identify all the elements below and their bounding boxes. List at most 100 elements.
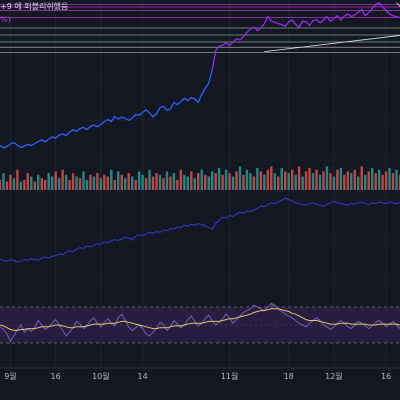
volume-bar-71 (245, 169, 249, 190)
volume-bar-79 (273, 173, 276, 191)
price-line-below (0, 69, 213, 149)
volume-bar-54 (186, 176, 190, 190)
x-tick-label-4: 11월 (221, 371, 239, 381)
volume-pane[interactable] (0, 166, 400, 191)
volume-bar-56 (193, 178, 196, 190)
volume-bar-11 (37, 174, 40, 190)
volume-bar-12 (40, 178, 43, 190)
volume-bar-2 (5, 181, 9, 190)
volume-bar-57 (197, 173, 200, 191)
volume-bar-81 (280, 168, 283, 190)
volume-bar-78 (270, 166, 273, 191)
volume-bar-49 (169, 176, 172, 190)
volume-bar-94 (325, 166, 329, 191)
rsi-line (0, 302, 400, 343)
price-line-above (211, 1, 400, 71)
volume-bar-108 (374, 173, 377, 191)
volume-bar-27 (92, 176, 96, 190)
volume-bar-26 (89, 174, 92, 190)
volume-bar-59 (204, 174, 207, 190)
volume-bar-14 (47, 173, 50, 191)
volume-bar-55 (190, 171, 193, 190)
volume-bar-28 (96, 173, 99, 191)
volume-bar-115 (398, 174, 400, 190)
volume-bar-95 (329, 173, 332, 191)
volume-bar-16 (54, 171, 57, 190)
volume-bar-77 (266, 169, 270, 190)
x-tick-label-0: 9월 (4, 371, 16, 381)
volume-bar-9 (30, 176, 33, 190)
volume-bar-86 (297, 166, 301, 191)
volume-bar-7 (23, 179, 26, 191)
volume-bar-69 (238, 166, 242, 191)
volume-bar-63 (217, 168, 221, 190)
volume-bar-72 (249, 173, 252, 191)
volume-bar-38 (130, 176, 134, 190)
volume-bar-48 (165, 171, 169, 190)
volume-bar-34 (117, 171, 120, 190)
volume-bar-105 (364, 174, 367, 190)
volume-bar-112 (388, 168, 391, 190)
volume-bar-110 (381, 174, 384, 190)
price-levels (0, 3, 400, 53)
volume-bar-99 (343, 174, 346, 190)
x-tick-label-7: 16 (381, 372, 391, 381)
volume-bar-106 (367, 171, 370, 190)
rsi-pane[interactable] (0, 302, 400, 344)
volume-bar-32 (110, 169, 113, 190)
rsi-ma-line (0, 308, 400, 331)
volume-bar-33 (113, 179, 116, 191)
x-tick-label-1: 16 (51, 372, 61, 381)
volume-bar-113 (391, 173, 395, 191)
x-tick-label-2: 10월 (92, 371, 110, 381)
trendline-0 (264, 35, 400, 53)
volume-bar-47 (162, 178, 165, 190)
volume-bar-37 (127, 173, 130, 191)
volume-bar-17 (57, 178, 61, 190)
volume-bar-18 (61, 169, 64, 190)
volume-bar-82 (284, 171, 287, 190)
volume-bar-66 (228, 173, 231, 191)
volume-bar-5 (16, 169, 19, 190)
volume-bar-13 (44, 179, 47, 191)
volume-bar-93 (322, 171, 325, 190)
volume-bar-6 (19, 181, 23, 190)
volume-bar-74 (256, 168, 259, 190)
volume-bar-100 (346, 171, 350, 190)
volume-bar-97 (336, 169, 339, 190)
volume-bar-64 (221, 174, 224, 190)
volume-bar-21 (71, 173, 75, 191)
volume-bar-29 (99, 178, 103, 190)
volume-bar-88 (304, 171, 308, 190)
volume-bar-30 (103, 174, 106, 190)
volume-bar-101 (350, 173, 353, 191)
obv-pane[interactable] (0, 197, 400, 263)
x-axis: 9월 16 10월 14 11월 18 12월 16 (0, 367, 400, 381)
volume-bar-114 (395, 169, 398, 190)
volume-bar-109 (377, 169, 381, 190)
volume-bar-91 (315, 169, 318, 190)
volume-bar-58 (200, 169, 203, 190)
volume-bar-73 (252, 176, 256, 190)
volume-bar-96 (332, 176, 336, 190)
volume-bar-20 (68, 179, 71, 191)
volume-bar-89 (308, 168, 311, 190)
x-tick-label-6: 12월 (325, 371, 343, 381)
price-pane[interactable] (0, 1, 400, 149)
volume-bar-76 (263, 174, 266, 190)
volume-bar-83 (287, 173, 290, 191)
volume-bar-107 (370, 168, 374, 190)
volume-bar-60 (207, 176, 210, 190)
volume-bar-40 (137, 171, 141, 190)
volume-bar-102 (353, 169, 356, 190)
trendline-1 (396, 2, 400, 8)
volume-bar-67 (231, 176, 235, 190)
volume-bar-84 (290, 169, 294, 190)
volume-bar-52 (179, 169, 183, 190)
volume-bar-80 (277, 176, 280, 190)
volume-bar-42 (144, 178, 148, 190)
volume-bar-39 (134, 179, 137, 191)
volume-bar-87 (301, 176, 304, 190)
